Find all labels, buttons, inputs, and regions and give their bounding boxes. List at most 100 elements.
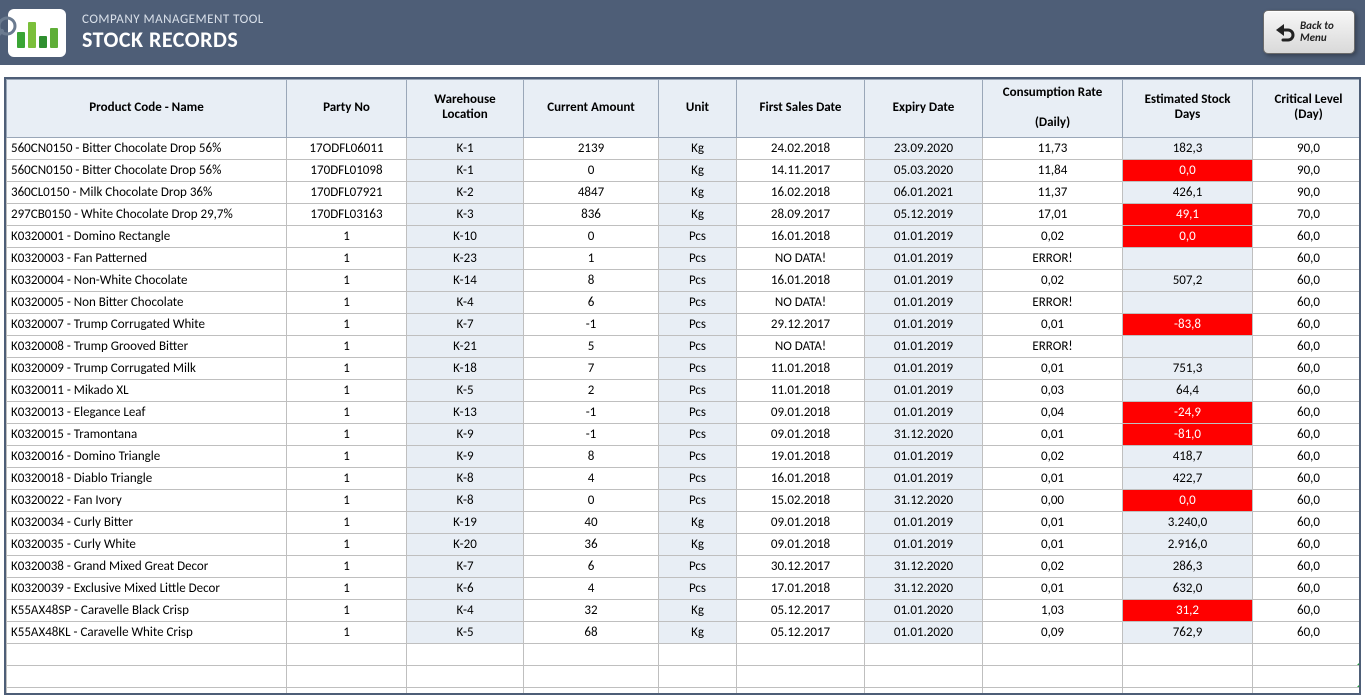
table-row[interactable]: K55AX48KL - Caravelle White Crisp1K-568K… <box>7 621 1362 643</box>
table-row[interactable]: K0320018 - Diablo Triangle1K-84Pcs16.01.… <box>7 467 1362 489</box>
table-row[interactable]: K0320038 - Grand Mixed Great Decor1K-76P… <box>7 555 1362 577</box>
table-cell <box>737 665 865 687</box>
table-cell: K0320013 - Elegance Leaf <box>7 401 287 423</box>
table-header-cell[interactable]: Critical Level (Day) <box>1253 80 1362 138</box>
table-cell: 751,3 <box>1123 357 1253 379</box>
table-header-cell[interactable]: Expiry Date <box>865 80 983 138</box>
table-header-cell[interactable]: Unit <box>659 80 737 138</box>
table-body: 560CN0150 - Bitter Chocolate Drop 56%17O… <box>7 137 1362 695</box>
table-cell: 01.01.2020 <box>865 599 983 621</box>
table-cell: 17ODFL06011 <box>287 137 407 159</box>
table-cell: 3.240,0 <box>1123 511 1253 533</box>
table-cell: Pcs <box>659 291 737 313</box>
table-cell: 418,7 <box>1123 445 1253 467</box>
table-cell: K-1 <box>407 137 524 159</box>
table-header-cell[interactable]: Current Amount <box>524 80 659 138</box>
table-cell: K0320005 - Non Bitter Chocolate <box>7 291 287 313</box>
table-cell: 1 <box>287 533 407 555</box>
table-cell: 507,2 <box>1123 269 1253 291</box>
table-row[interactable]: K0320035 - Curly White1K-2036Kg09.01.201… <box>7 533 1362 555</box>
table-cell: 90,0 <box>1253 137 1362 159</box>
table-cell: 60,0 <box>1253 599 1362 621</box>
table-cell: Kg <box>659 181 737 203</box>
table-row[interactable]: 360CL0150 - Milk Chocolate Drop 36%170DF… <box>7 181 1362 203</box>
table-cell: Pcs <box>659 247 737 269</box>
table-header-cell[interactable]: Estimated StockDays <box>1123 80 1253 138</box>
table-cell: 60,0 <box>1253 291 1362 313</box>
table-cell: 0,02 <box>983 555 1123 577</box>
table-row[interactable]: K0320007 - Trump Corrugated White1K-7-1P… <box>7 313 1362 335</box>
table-cell: 28.09.2017 <box>737 203 865 225</box>
table-cell: K0320009 - Trump Corrugated Milk <box>7 357 287 379</box>
table-row[interactable]: K0320015 - Tramontana1K-9-1Pcs09.01.2018… <box>7 423 1362 445</box>
back-to-menu-button[interactable]: Back toMenu <box>1263 10 1355 54</box>
table-row-empty <box>7 643 1362 665</box>
table-row-empty <box>7 687 1362 695</box>
table-cell: 49,1 <box>1123 203 1253 225</box>
table-cell: 60,0 <box>1253 533 1362 555</box>
table-row[interactable]: K0320009 - Trump Corrugated Milk1K-187Pc… <box>7 357 1362 379</box>
table-header-cell[interactable]: Product Code - Name <box>7 80 287 138</box>
table-cell: 60,0 <box>1253 511 1362 533</box>
table-cell: 01.01.2019 <box>865 533 983 555</box>
table-cell: 422,7 <box>1123 467 1253 489</box>
table-row[interactable]: K0320005 - Non Bitter Chocolate1K-46PcsN… <box>7 291 1362 313</box>
table-row[interactable]: K0320034 - Curly Bitter1K-1940Kg09.01.20… <box>7 511 1362 533</box>
table-cell: 60,0 <box>1253 577 1362 599</box>
table-header-cell[interactable]: Consumption Rate(Daily) <box>983 80 1123 138</box>
table-cell: Pcs <box>659 379 737 401</box>
table-cell <box>1123 247 1253 269</box>
table-cell: K-18 <box>407 357 524 379</box>
table-cell: 0,09 <box>983 621 1123 643</box>
table-header-cell[interactable]: First Sales Date <box>737 80 865 138</box>
table-row[interactable]: 560CN0150 - Bitter Chocolate Drop 56%170… <box>7 159 1362 181</box>
stock-table-container: Product Code - NameParty NoWarehouseLoca… <box>4 77 1361 695</box>
table-header-cell[interactable]: Party No <box>287 80 407 138</box>
table-cell: 05.12.2019 <box>865 203 983 225</box>
table-row[interactable]: K0320001 - Domino Rectangle1K-100Pcs16.0… <box>7 225 1362 247</box>
table-cell: 11.01.2018 <box>737 379 865 401</box>
table-cell <box>7 665 287 687</box>
table-row[interactable]: K55AX48SP - Caravelle Black Crisp1K-432K… <box>7 599 1362 621</box>
table-cell: 24.02.2018 <box>737 137 865 159</box>
table-row[interactable]: 297CB0150 - White Chocolate Drop 29,7%17… <box>7 203 1362 225</box>
table-cell: 0 <box>524 489 659 511</box>
table-cell: -83,8 <box>1123 313 1253 335</box>
table-cell <box>1123 335 1253 357</box>
table-cell: 170DFL03163 <box>287 203 407 225</box>
table-cell <box>1123 665 1253 687</box>
table-cell: 2.916,0 <box>1123 533 1253 555</box>
table-row[interactable]: K0320008 - Trump Grooved Bitter1K-215Pcs… <box>7 335 1362 357</box>
table-cell: K-4 <box>407 291 524 313</box>
table-cell: 01.01.2019 <box>865 445 983 467</box>
table-cell: 1 <box>287 621 407 643</box>
table-row[interactable]: K0320039 - Exclusive Mixed Little Decor1… <box>7 577 1362 599</box>
table-cell: 0,04 <box>983 401 1123 423</box>
table-row[interactable]: K0320013 - Elegance Leaf1K-13-1Pcs09.01.… <box>7 401 1362 423</box>
table-cell: 2 <box>524 379 659 401</box>
table-row[interactable]: K0320022 - Fan Ivory1K-80Pcs15.02.201831… <box>7 489 1362 511</box>
back-button-label: Back toMenu <box>1300 20 1334 44</box>
table-cell: 01.01.2019 <box>865 467 983 489</box>
table-row[interactable]: K0320011 - Mikado XL1K-52Pcs11.01.201801… <box>7 379 1362 401</box>
table-cell: K-4 <box>407 599 524 621</box>
page-title: STOCK RECORDS <box>82 27 264 53</box>
table-cell: 60,0 <box>1253 247 1362 269</box>
table-row[interactable]: K0320016 - Domino Triangle1K-98Pcs19.01.… <box>7 445 1362 467</box>
table-cell: 0,0 <box>1123 489 1253 511</box>
table-cell: K-8 <box>407 467 524 489</box>
table-cell: 8 <box>524 445 659 467</box>
table-cell: 1 <box>287 291 407 313</box>
table-cell: 01.01.2020 <box>865 621 983 643</box>
table-cell: 01.01.2019 <box>865 357 983 379</box>
table-cell: 560CN0150 - Bitter Chocolate Drop 56% <box>7 137 287 159</box>
table-row[interactable]: 560CN0150 - Bitter Chocolate Drop 56%17O… <box>7 137 1362 159</box>
table-header-cell[interactable]: WarehouseLocation <box>407 80 524 138</box>
table-cell: 0,02 <box>983 225 1123 247</box>
table-cell <box>983 643 1123 665</box>
table-cell: 64,4 <box>1123 379 1253 401</box>
table-cell: 7 <box>524 357 659 379</box>
table-cell: K-7 <box>407 555 524 577</box>
table-row[interactable]: K0320003 - Fan Patterned1K-231PcsNO DATA… <box>7 247 1362 269</box>
table-row[interactable]: K0320004 - Non-White Chocolate1K-148Pcs1… <box>7 269 1362 291</box>
